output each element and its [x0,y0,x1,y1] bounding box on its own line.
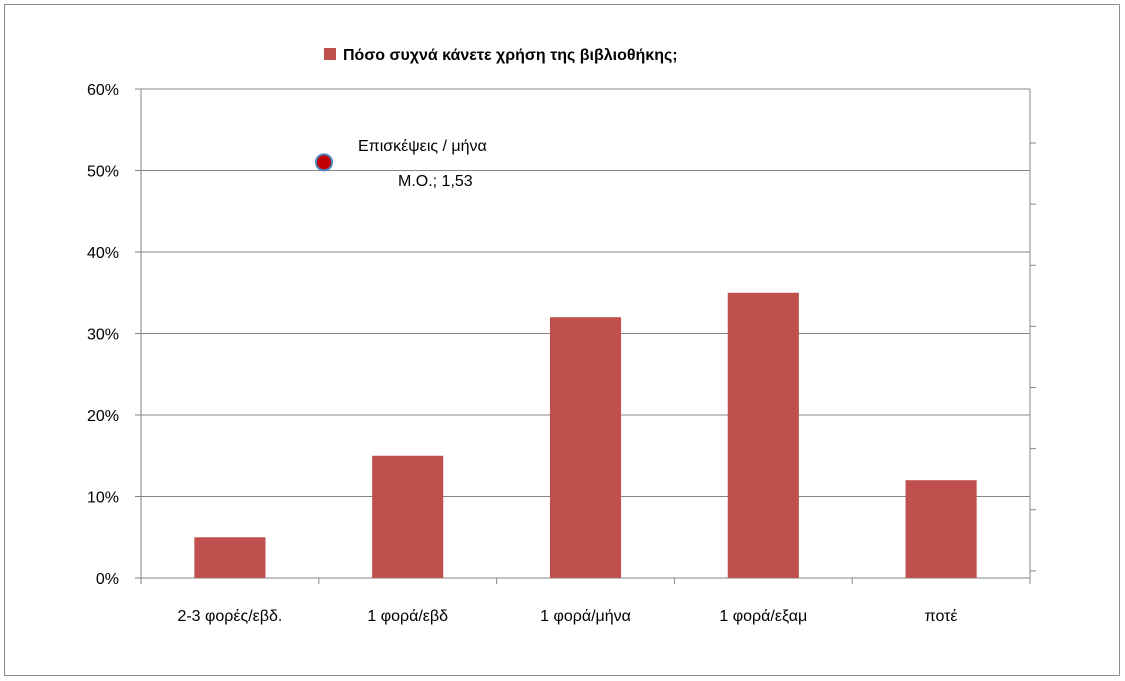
annotation: Επισκέψεις / μήνα Μ.Ο.; 1,53 [315,138,487,190]
bar [727,292,799,578]
legend-swatch [324,48,336,60]
y-tick-labels: 0% 10% 20% 30% 40% 50% 60% [87,82,119,588]
x-tick-label: 1 φορά/μήνα [540,608,631,625]
x-tick-label: 2-3 φορές/εβδ. [177,608,282,625]
y-tick-label: 50% [87,164,119,181]
annotation-line-2: Μ.Ο.; 1,53 [398,173,473,190]
y-tick-label: 60% [87,82,119,99]
y-tick-label: 40% [87,245,119,262]
average-marker [315,153,333,172]
bar [905,480,977,578]
x-tick-label: ποτέ [925,608,958,625]
x-tick-label: 1 φορά/εβδ [367,608,448,625]
y-tick-label: 20% [87,408,119,425]
legend: Πόσο συχνά κάνετε χρήση της βιβλιοθήκης; [324,47,678,64]
bar [194,537,266,578]
x-tick-labels: 2-3 φορές/εβδ. 1 φορά/εβδ 1 φορά/μήνα 1 φορ… [177,608,957,625]
bar [372,455,444,578]
legend-label: Πόσο συχνά κάνετε χρήση της βιβλιοθήκης; [343,47,678,64]
gridlines [141,88,1030,497]
annotation-line-1: Επισκέψεις / μήνα [358,138,487,155]
x-tick-label: 1 φορά/εξαμ [719,608,807,625]
y-tick-label: 10% [87,490,119,507]
y-tick-label: 30% [87,327,119,344]
bar [549,317,622,578]
bars [194,292,977,578]
y-tick-label: 0% [96,571,119,588]
